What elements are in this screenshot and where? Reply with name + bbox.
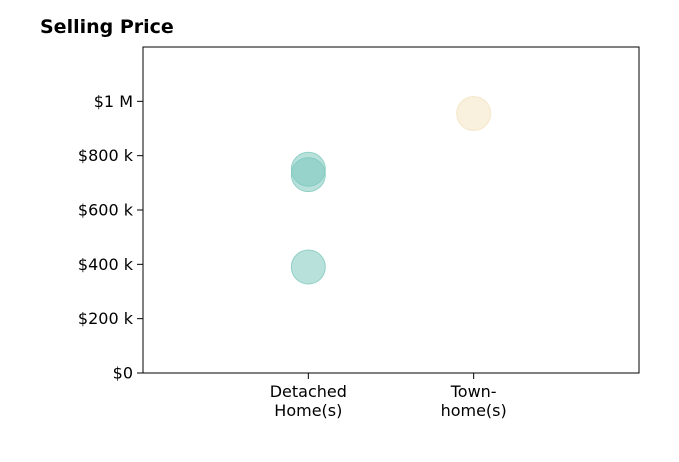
axes-layer: $0 $200 k $400 k $600 k $800 k $1 M Detached Ho… bbox=[78, 46, 640, 420]
x-tick-label: Town-home(s) bbox=[441, 382, 507, 420]
y-tick-label: $1 M bbox=[94, 92, 133, 111]
y-tick-label: $200 k bbox=[78, 309, 134, 328]
y-tick-label: $800 k bbox=[78, 146, 134, 165]
y-tick-label: $0 bbox=[113, 364, 133, 383]
data-point bbox=[290, 157, 326, 193]
y-tick-label: $600 k bbox=[78, 201, 134, 220]
points-layer bbox=[290, 96, 492, 285]
data-point bbox=[456, 96, 492, 132]
y-tick-label: $400 k bbox=[78, 255, 134, 274]
chart-title: Selling Price bbox=[40, 16, 174, 38]
plot-frame bbox=[142, 46, 640, 374]
data-point bbox=[290, 249, 326, 285]
x-tick-label: Detached Home(s) bbox=[270, 382, 347, 420]
